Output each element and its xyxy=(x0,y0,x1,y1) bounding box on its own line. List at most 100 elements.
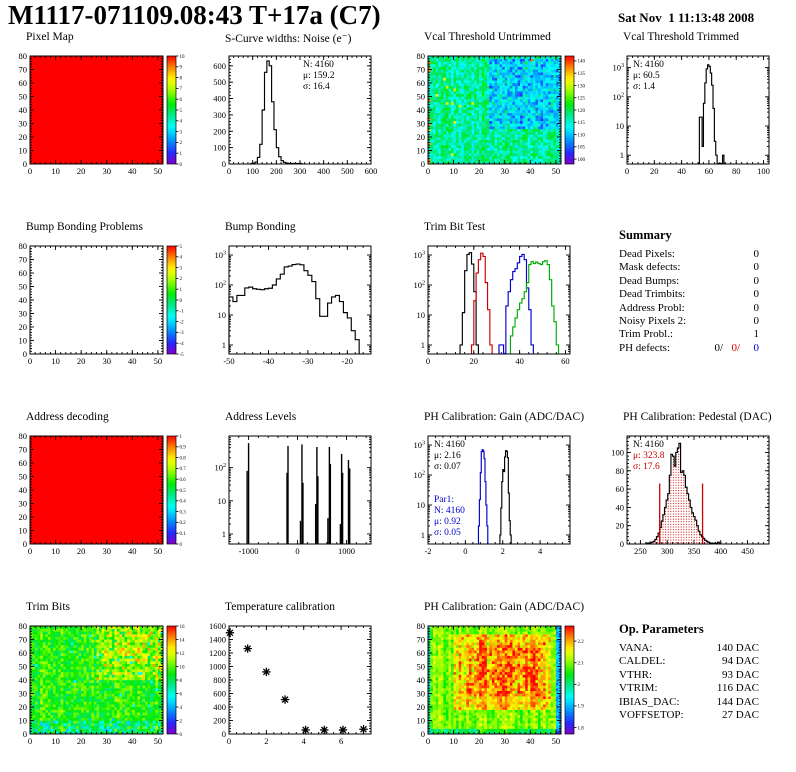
svg-text:0: 0 xyxy=(222,159,226,169)
svg-text:130: 130 xyxy=(578,84,586,89)
summary-value: 0 xyxy=(753,288,760,301)
svg-text:102: 102 xyxy=(214,280,226,290)
svg-text:20: 20 xyxy=(650,166,659,176)
svg-text:σ: 17.6: σ: 17.6 xyxy=(633,462,660,472)
svg-text:500: 500 xyxy=(341,166,354,176)
svg-text:0.9: 0.9 xyxy=(180,446,187,451)
svg-text:2: 2 xyxy=(501,546,505,556)
vcal-untrimmed-plot: 0 10 20 30 40 5001020304050607080100105110115… xyxy=(417,51,586,176)
svg-text:7: 7 xyxy=(180,87,183,92)
svg-text:30: 30 xyxy=(500,166,509,176)
svg-text:1: 1 xyxy=(222,529,226,539)
plot-cell-trim-bit-test: Trim Bit Test 0 20 40 60 1 10 102 103 xyxy=(398,220,597,410)
svg-text:4: 4 xyxy=(180,120,183,125)
svg-text:4: 4 xyxy=(538,546,543,556)
svg-text:50: 50 xyxy=(154,356,163,366)
op-parameter-value: 94 DAC xyxy=(722,655,759,668)
svg-text:10: 10 xyxy=(180,55,186,60)
svg-text:50: 50 xyxy=(19,92,28,102)
svg-text:80: 80 xyxy=(19,431,28,441)
svg-text:20: 20 xyxy=(475,166,484,176)
op-parameter-label: VOFFSETOP: xyxy=(619,709,684,722)
svg-text:125: 125 xyxy=(578,97,586,102)
op-parameters-heading: Op. Parameters xyxy=(619,622,704,636)
svg-text:102: 102 xyxy=(612,92,624,102)
svg-text:70: 70 xyxy=(19,445,28,455)
svg-text:0: 0 xyxy=(180,543,183,548)
svg-text:80: 80 xyxy=(616,466,625,476)
svg-text:9: 9 xyxy=(180,66,183,71)
svg-text:60: 60 xyxy=(417,78,426,88)
svg-text:0: 0 xyxy=(28,356,32,366)
svg-text:0: 0 xyxy=(463,546,467,556)
svg-text:103: 103 xyxy=(413,250,425,260)
svg-text:500: 500 xyxy=(213,77,226,87)
svg-text:μ: 2.16: μ: 2.16 xyxy=(434,451,461,461)
svg-text:20: 20 xyxy=(77,166,86,176)
svg-text:3: 3 xyxy=(180,130,183,135)
plot-title: Address Levels xyxy=(225,411,297,423)
plot-cell-pixel-map: Pixel Map 0 10 20 30 40 50 0 10 20 30 40 50 60 70 80 0 1… xyxy=(0,30,199,220)
svg-text:2: 2 xyxy=(180,141,183,146)
svg-text:60: 60 xyxy=(705,166,714,176)
svg-text:60: 60 xyxy=(19,78,28,88)
svg-text:20: 20 xyxy=(77,356,86,366)
bump-bonding-plot: -50 -40 -30 -20 1 10 102 103 xyxy=(214,245,372,366)
summary-label: Dead Pixels: xyxy=(619,248,675,260)
svg-text:0: 0 xyxy=(23,159,27,169)
svg-text:103: 103 xyxy=(612,63,624,73)
plot-cell-ph-pedestal: PH Calibration: Pedestal (DAC) 250 300 350… xyxy=(597,410,796,600)
svg-text:0.7: 0.7 xyxy=(180,467,187,472)
svg-text:30: 30 xyxy=(19,119,28,129)
svg-text:105: 105 xyxy=(578,146,586,151)
svg-text:60: 60 xyxy=(561,356,570,366)
svg-text:10: 10 xyxy=(51,356,60,366)
svg-text:μ: 323.8: μ: 323.8 xyxy=(633,451,665,461)
svg-text:450: 450 xyxy=(741,546,754,556)
summary-row: Dead Pixels: 0 xyxy=(619,248,759,261)
svg-text:40: 40 xyxy=(19,295,28,305)
summary-value: 0 xyxy=(753,274,760,287)
op-parameter-label: IBIAS_DAC: xyxy=(619,695,680,708)
svg-text:50: 50 xyxy=(552,166,561,176)
op-parameter-value: 27 DAC xyxy=(722,709,759,722)
summary-panel: Summary Dead Pixels: 0 Mask defects: 0 Dea… xyxy=(597,220,796,410)
plot-cell-temperature-calibration: Temperature calibration 0 2 4 6 0 200 400 600 80… xyxy=(199,600,398,772)
summary-row: Noisy Pixels 2: 0 xyxy=(619,315,759,328)
svg-text:50: 50 xyxy=(19,472,28,482)
svg-text:200: 200 xyxy=(270,166,283,176)
svg-text:10: 10 xyxy=(449,166,458,176)
plot-title: Address decoding xyxy=(26,411,109,423)
svg-text:1000: 1000 xyxy=(338,546,355,556)
svg-text:30: 30 xyxy=(102,356,111,366)
op-parameter-row: VTRIM: 116 DAC xyxy=(619,682,759,695)
svg-text:115: 115 xyxy=(578,121,586,126)
op-parameter-label: CALDEL: xyxy=(619,655,666,668)
svg-text:10: 10 xyxy=(19,146,28,156)
svg-text:3: 3 xyxy=(180,266,183,271)
svg-text:400: 400 xyxy=(213,94,226,104)
plot-title: Vcal Threshold Trimmed xyxy=(623,31,740,43)
plot-cell-bump-bonding-problems: Bump Bonding Problems 0 10 20 30 40 50 0 10 20 30… xyxy=(0,220,199,410)
summary-value: 0 xyxy=(753,301,760,314)
svg-text:10: 10 xyxy=(417,146,426,156)
svg-text:30: 30 xyxy=(102,546,111,556)
svg-text:50: 50 xyxy=(154,166,163,176)
svg-text:103: 103 xyxy=(214,250,226,260)
svg-text:400: 400 xyxy=(317,166,330,176)
svg-text:30: 30 xyxy=(102,166,111,176)
ph-gain-map-plot: 0 10 20 30 40 50010203040506070801.81.922.12.… xyxy=(417,621,585,746)
svg-text:70: 70 xyxy=(19,65,28,75)
svg-text:10: 10 xyxy=(19,526,28,536)
svg-text:40: 40 xyxy=(128,356,137,366)
svg-text:0: 0 xyxy=(28,546,32,556)
summary-label: Noisy Pixels 2: xyxy=(619,315,687,328)
svg-text:40: 40 xyxy=(677,166,686,176)
svg-text:-5: -5 xyxy=(180,353,185,358)
svg-text:20: 20 xyxy=(19,132,28,142)
svg-text:20: 20 xyxy=(616,521,625,531)
summary-label: Dead Trimbits: xyxy=(619,288,686,301)
svg-text:5: 5 xyxy=(180,245,183,250)
